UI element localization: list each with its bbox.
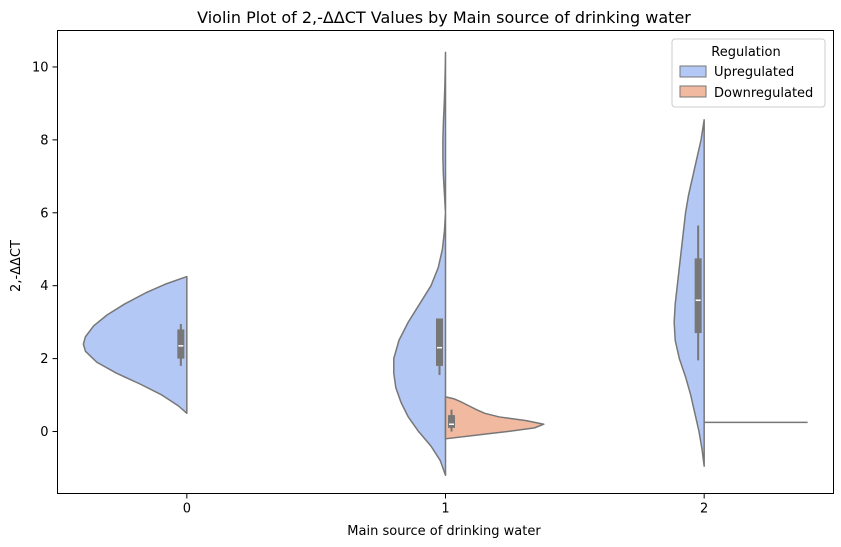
y-axis: 0 2 4 6 8 10 — [32, 60, 58, 440]
legend-label-downregulated: Downregulated — [714, 86, 813, 101]
x-tick-label: 2 — [700, 502, 708, 517]
y-tick-label: 10 — [32, 60, 49, 75]
violin-downregulated-1 — [444, 396, 545, 440]
chart-title: Violin Plot of 2,-ΔΔCT Values by Main so… — [197, 8, 691, 27]
violin-upregulated-0 — [82, 275, 188, 415]
iqr-box-upregulated-1 — [436, 318, 443, 366]
violin-upregulated-1 — [393, 51, 447, 477]
legend-box — [671, 38, 826, 108]
x-tick-label: 1 — [441, 502, 449, 517]
y-tick-label: 2 — [40, 352, 48, 367]
iqr-box-upregulated-2 — [694, 258, 702, 334]
y-tick-label: 0 — [40, 425, 48, 440]
y-tick-label: 4 — [40, 279, 48, 294]
violin-upregulated-2 — [673, 119, 705, 467]
legend: Regulation Upregulated Downregulated — [671, 38, 826, 108]
legend-title: Regulation — [711, 45, 780, 60]
iqr-box-downregulated-1 — [448, 415, 455, 428]
iqr-box-upregulated-0 — [177, 329, 185, 359]
legend-swatch-downregulated — [679, 85, 707, 98]
y-tick-label: 8 — [40, 133, 48, 148]
y-axis-label: 2,-ΔΔCT — [9, 240, 24, 292]
x-axis-label: Main source of drinking water — [347, 524, 541, 539]
violins-group — [82, 51, 808, 477]
legend-swatch-upregulated — [679, 65, 707, 78]
legend-label-upregulated: Upregulated — [714, 65, 794, 80]
y-tick-label: 6 — [40, 206, 48, 221]
x-tick-label: 0 — [183, 502, 191, 517]
x-axis: 0 1 2 — [183, 493, 708, 517]
